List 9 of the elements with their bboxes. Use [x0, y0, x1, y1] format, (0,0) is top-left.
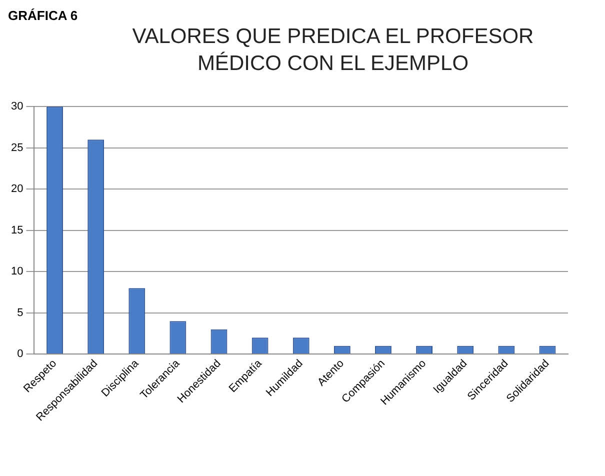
y-tick-label: 0: [17, 348, 24, 360]
chart-title: VALORES QUE PREDICA EL PROFESOR MÉDICO CON EL EJEMPLO: [131, 24, 535, 77]
y-tick-label: 30: [10, 100, 24, 113]
y-tick-label: 20: [10, 183, 24, 196]
y-tick-label: 10: [10, 266, 24, 278]
y-tick-label: 5: [17, 306, 24, 319]
y-tick-label: 15: [10, 224, 24, 236]
text: GRÁFICA 6: [8, 8, 79, 23]
y-tick-label: 25: [10, 142, 24, 154]
